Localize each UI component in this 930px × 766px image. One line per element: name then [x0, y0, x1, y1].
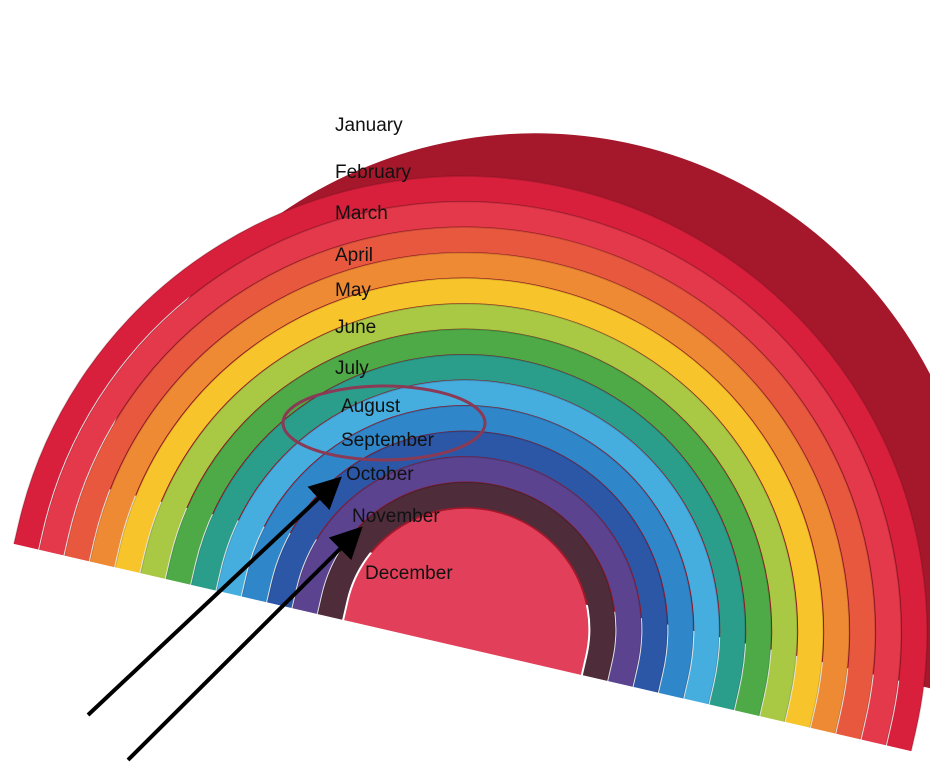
rainbow-band	[39, 201, 901, 746]
rainbow	[13, 133, 930, 752]
rainbow-band	[241, 405, 694, 699]
rainbow-band	[216, 380, 720, 705]
month-label: January	[335, 115, 403, 136]
month-label: December	[365, 563, 453, 584]
band-edge	[291, 456, 643, 687]
month-label: June	[335, 317, 376, 338]
month-label: July	[335, 358, 369, 379]
month-label: October	[346, 464, 414, 485]
band-edge	[13, 175, 928, 752]
rainbow-band	[267, 431, 668, 693]
month-label: August	[341, 396, 401, 417]
rainbow-band	[64, 227, 876, 740]
month-label: September	[341, 430, 435, 451]
arrow	[126, 526, 363, 762]
highlight-ellipse	[281, 384, 487, 462]
month-label: March	[335, 203, 388, 224]
rainbow-band	[13, 176, 928, 752]
band-edge	[89, 252, 850, 734]
month-label: April	[335, 245, 373, 266]
rainbow-band	[89, 252, 850, 734]
band-edge	[139, 303, 798, 723]
rainbow-band	[115, 278, 824, 728]
month-label: November	[352, 506, 440, 527]
band-edge	[215, 379, 720, 705]
arrow	[86, 476, 342, 717]
band-edge	[114, 277, 824, 728]
month-label: May	[335, 280, 371, 301]
rainbow-band	[191, 354, 746, 711]
rainbow-band	[140, 303, 798, 722]
band-edge	[38, 201, 902, 746]
rainbow-arcs	[13, 133, 930, 752]
rainbow-band	[165, 329, 772, 716]
band-edge	[190, 354, 746, 711]
center-piece	[344, 508, 589, 675]
band-edge	[165, 328, 772, 717]
band-edge	[241, 405, 695, 699]
band-edge	[63, 226, 876, 740]
month-label: February	[335, 162, 412, 183]
